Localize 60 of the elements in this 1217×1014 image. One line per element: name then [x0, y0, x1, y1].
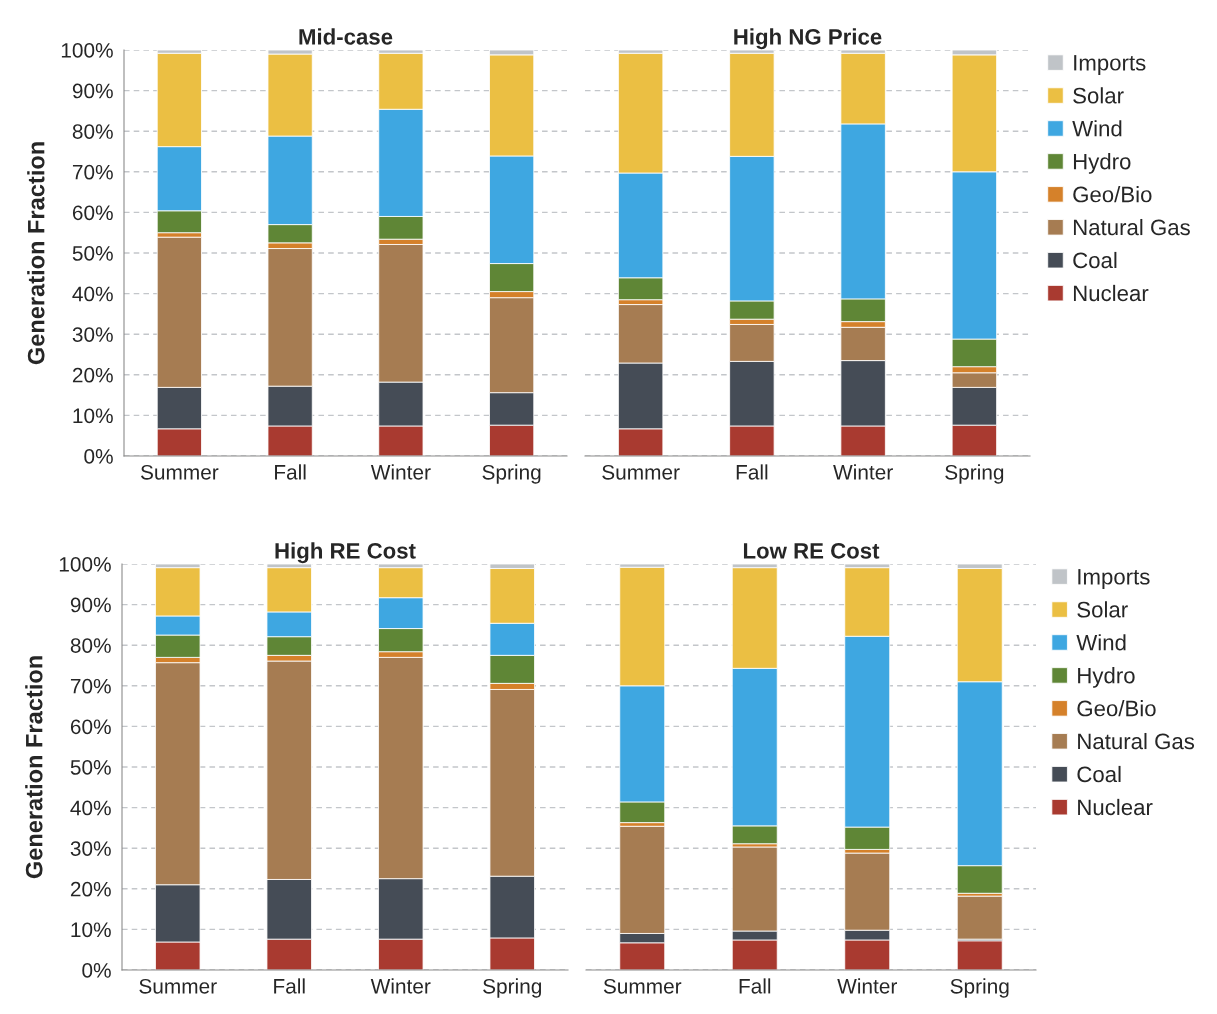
x-tick-label: Summer [140, 464, 219, 480]
y-tick-label: 100% [61, 43, 113, 58]
y-tick-label: 70% [72, 164, 113, 180]
x-tick-label: Summer [603, 978, 682, 994]
x-tick-label: Fall [736, 464, 768, 480]
y-tick-label: 60% [72, 205, 113, 221]
y-axis-title: Generation Fraction [27, 142, 45, 365]
legend-label: Nuclear [1078, 798, 1153, 816]
legend-label: Wind [1076, 634, 1126, 651]
legend-label: Solar [1077, 601, 1128, 618]
y-tick-label: 40% [72, 286, 113, 302]
y-tick-label: 10% [73, 408, 113, 424]
x-tick-label: Spring [950, 978, 1009, 998]
y-tick-label: 70% [70, 678, 111, 694]
legend-label: Hydro [1078, 667, 1135, 688]
y-tick-label: 60% [70, 719, 111, 735]
x-tick-label: Fall [274, 978, 305, 994]
x-tick-label: Winter [837, 978, 897, 994]
y-tick-label: 90% [70, 597, 111, 613]
x-tick-label: Fall [275, 464, 306, 480]
legend-label: Imports [1074, 55, 1146, 75]
y-tick-label: 30% [72, 327, 113, 342]
y-tick-label: 20% [72, 367, 113, 383]
y-axis-title: Generation Fraction [25, 656, 43, 879]
legend-label: Nuclear [1073, 284, 1149, 302]
y-tick-label: 50% [72, 246, 113, 261]
chart-title: High RE Cost [275, 542, 416, 564]
legend-label: Geo/Bio [1073, 186, 1152, 203]
legend-label: Natural Gas [1078, 732, 1195, 750]
legend-label: Coal [1077, 765, 1121, 783]
y-tick-label: 10% [71, 922, 111, 938]
chart-title: Low RE Cost [743, 542, 880, 559]
x-tick-label: Summer [139, 978, 217, 994]
x-tick-label: Spring [482, 464, 541, 484]
legend-label: Coal [1073, 251, 1117, 269]
chart-title: Mid-case [299, 28, 393, 45]
x-tick-label: Winter [370, 464, 431, 480]
x-tick-label: Winter [833, 464, 893, 480]
y-tick-label: 20% [70, 881, 111, 897]
x-tick-label: Fall [739, 978, 771, 994]
x-tick-label: Spring [945, 464, 1004, 484]
y-tick-label: 80% [70, 638, 111, 653]
legend-label: Geo/Bio [1077, 700, 1156, 717]
y-tick-label: 50% [70, 760, 111, 775]
y-tick-label: 0% [84, 449, 113, 464]
y-tick-label: 30% [70, 841, 111, 856]
x-tick-label: Winter [370, 978, 431, 994]
chart-title: High NG Price [734, 28, 882, 50]
y-tick-label: 100% [59, 557, 111, 572]
x-tick-label: Summer [602, 464, 680, 480]
y-tick-label: 80% [72, 124, 113, 139]
legend-label: Natural Gas [1073, 218, 1190, 236]
y-tick-label: 0% [82, 963, 111, 978]
x-tick-label: Spring [483, 978, 542, 998]
legend-label: Wind [1072, 120, 1122, 137]
y-tick-label: 40% [70, 800, 111, 816]
y-tick-label: 90% [72, 83, 113, 99]
legend-label: Hydro [1073, 153, 1131, 174]
legend-label: Imports [1078, 569, 1150, 589]
legend-label: Solar [1073, 87, 1124, 104]
